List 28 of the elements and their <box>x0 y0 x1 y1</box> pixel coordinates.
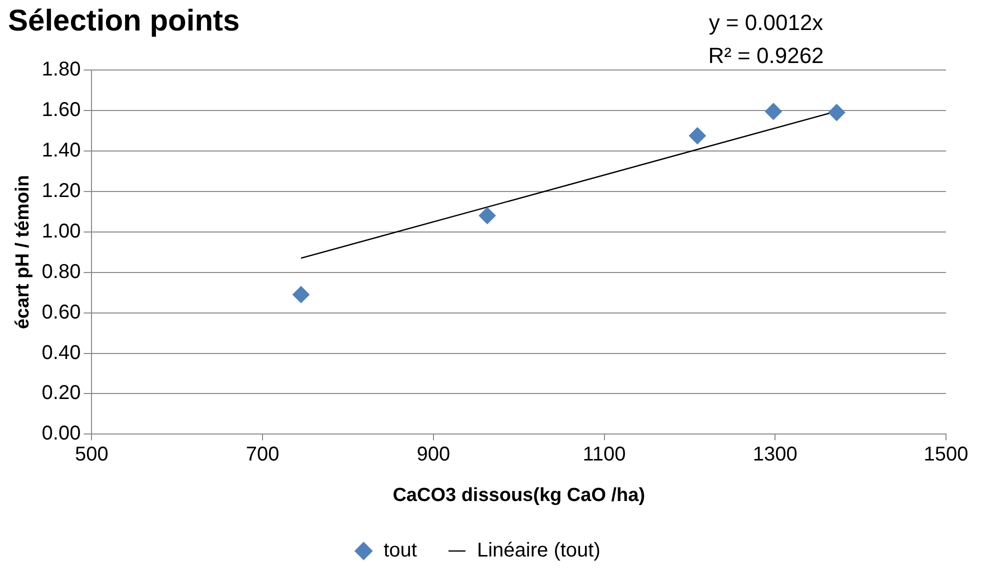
point <box>292 286 310 304</box>
y-tick-label: 0.00 <box>42 422 81 445</box>
y-tick-label: 1.40 <box>42 139 81 162</box>
y-tick-label: 0.60 <box>42 301 81 324</box>
point <box>764 102 782 120</box>
y-axis-title: écart pH / témoin <box>12 175 34 330</box>
x-tick-label: 500 <box>75 444 108 466</box>
y-tick-label: 0.40 <box>42 342 81 364</box>
x-tick-label: 1100 <box>582 444 626 466</box>
legend-label: Linéaire (tout) <box>476 540 600 562</box>
y-tick-label: 1.60 <box>42 98 81 121</box>
x-tick-label: 1500 <box>924 444 968 466</box>
x-axis-title: CaCO3 dissous(kg CaO /ha) <box>392 484 646 506</box>
y-tick-label: 0.20 <box>42 382 81 404</box>
x-tick-label: 700 <box>246 444 280 466</box>
text: R² = 0.9262 <box>708 43 824 68</box>
point <box>688 127 706 144</box>
point <box>828 104 846 121</box>
y-tick-label: 1.00 <box>42 220 81 242</box>
point <box>478 207 496 224</box>
chart-title: Sélection points <box>8 4 240 38</box>
legend-label: tout <box>384 540 418 562</box>
y-tick-label: 1.80 <box>42 58 81 81</box>
text: y = 0.0012x <box>708 10 824 35</box>
x-tick-label: 1300 <box>752 444 798 466</box>
y-tick-label: 0.80 <box>42 260 81 283</box>
x-tick-label: 900 <box>416 444 450 466</box>
y-tick-label: 1.20 <box>42 180 81 202</box>
